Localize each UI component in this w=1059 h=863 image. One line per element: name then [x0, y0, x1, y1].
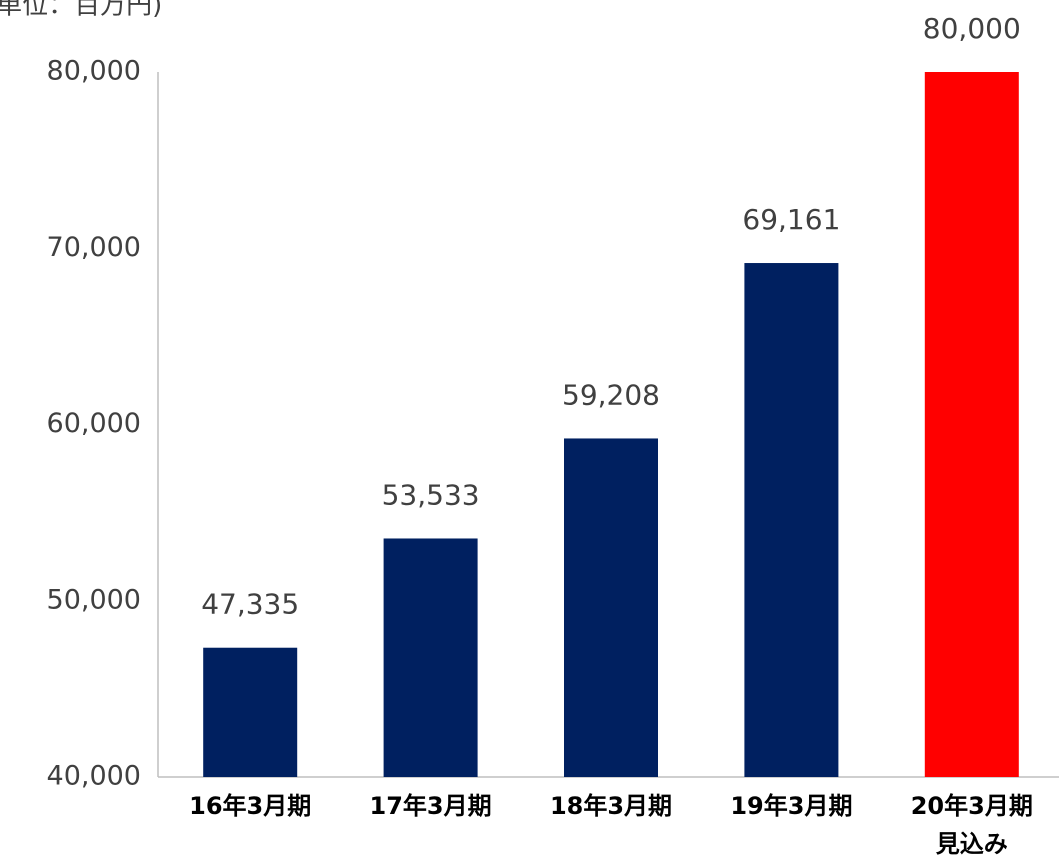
y-tick-label: 60,000: [47, 408, 141, 439]
x-tick-label: 18年3月期: [550, 792, 672, 820]
y-tick-label: 40,000: [47, 761, 141, 792]
x-tick-label: 17年3月期: [370, 792, 492, 820]
value-label: 69,161: [742, 203, 840, 236]
bar: [924, 72, 1019, 777]
value-label: 47,335: [201, 588, 299, 621]
x-tick-label: 16年3月期: [189, 792, 311, 820]
unit-label: (単位：百万円): [0, 0, 162, 21]
bar: [383, 538, 478, 777]
x-tick-label: 20年3月期見込み: [911, 792, 1033, 858]
bar: [203, 647, 298, 777]
value-label: 80,000: [923, 12, 1021, 45]
bar: [744, 263, 839, 778]
bar: [564, 438, 658, 777]
value-label: 59,208: [562, 378, 660, 411]
value-label: 53,533: [382, 478, 480, 511]
y-tick-label: 70,000: [47, 232, 141, 263]
x-tick-label: 19年3月期: [730, 792, 852, 820]
y-tick-label: 80,000: [47, 56, 141, 87]
y-tick-label: 50,000: [47, 584, 141, 615]
